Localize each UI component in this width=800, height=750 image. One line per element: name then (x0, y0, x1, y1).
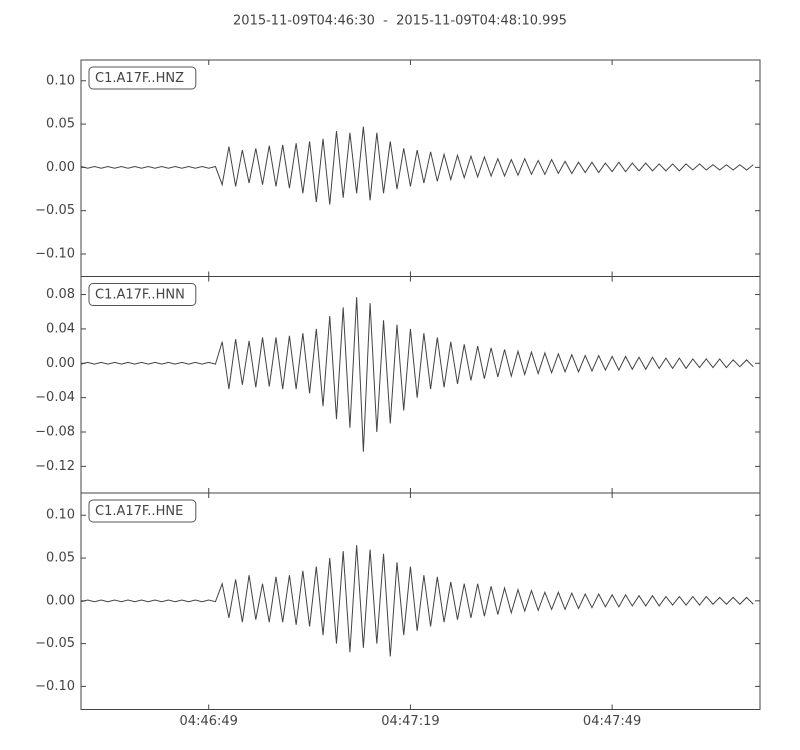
legend-label: C1.A17F..HNN (95, 288, 185, 303)
y-tick-label: 0.10 (46, 73, 75, 88)
waveform (81, 545, 754, 657)
legend-box (88, 499, 197, 523)
y-tick-label: 0.00 (46, 356, 75, 371)
legend-label: C1.A17F..HNE (95, 504, 183, 519)
y-tick-label: 0.04 (46, 321, 75, 336)
y-tick-label: −0.05 (35, 636, 75, 651)
y-tick-label: 0.10 (46, 508, 75, 523)
y-tick-label: −0.10 (35, 679, 75, 694)
y-tick-label: −0.05 (35, 203, 75, 218)
x-tick-label: 04:47:49 (583, 714, 641, 729)
panel (81, 126, 754, 205)
chart-title: 2015-11-09T04:46:30 - 2015-11-09T04:48:1… (233, 14, 567, 29)
legend-box (88, 66, 197, 90)
x-tick-label: 04:47:19 (381, 714, 439, 729)
x-tick-label: 04:46:49 (180, 714, 238, 729)
y-tick-label: 0.00 (46, 160, 75, 175)
y-tick-label: 0.05 (46, 117, 75, 132)
legend-box (88, 283, 197, 306)
y-tick-label: −0.08 (35, 425, 75, 440)
y-tick-label: 0.05 (46, 551, 75, 566)
waveform (81, 126, 754, 205)
y-tick-label: −0.12 (35, 459, 75, 474)
y-tick-label: 0.00 (46, 593, 75, 608)
y-tick-label: −0.04 (35, 390, 75, 405)
legend-label: C1.A17F..HNZ (95, 71, 184, 86)
waveform (81, 297, 754, 452)
y-tick-label: 0.08 (46, 287, 75, 302)
y-tick-label: −0.10 (35, 246, 75, 261)
panel (81, 545, 754, 657)
panel (81, 297, 754, 452)
